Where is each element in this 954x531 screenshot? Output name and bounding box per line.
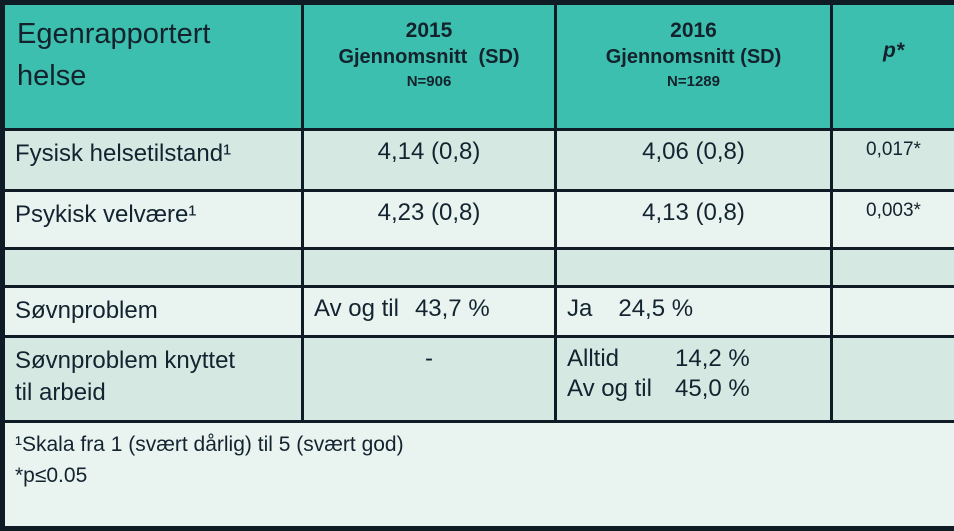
table-row-sovnproblem-arbeid: Søvnproblem knyttet til arbeid - Alltid … xyxy=(1,334,954,423)
arbeid-line2-percent: 45,0 % xyxy=(675,374,750,402)
table-title-cell: Egenrapportert helse xyxy=(1,0,304,132)
header-2015-n: N=906 xyxy=(406,73,452,91)
footnote-row: ¹Skala fra 1 (svært dårlig) til 5 (svært… xyxy=(1,419,954,531)
sovnproblem-arbeid-2016-cell: Alltid 14,2 % Av og til 45,0 % xyxy=(554,334,833,423)
table-row-psykisk: Psykisk velvære¹ 4,23 (0,8) 4,13 (0,8) 0… xyxy=(1,189,954,250)
arbeid-line1-percent: 14,2 % xyxy=(675,344,750,372)
psykisk-label-cell: Psykisk velvære¹ xyxy=(1,189,304,250)
sovnproblem-arbeid-p-cell xyxy=(830,334,954,423)
header-cell-p: p* xyxy=(830,0,954,132)
sovnproblem-p-cell xyxy=(830,285,954,338)
fysisk-label: Fysisk helsetilstand¹ xyxy=(15,140,232,168)
header-cell-2016: 2016 Gjennomsnitt (SD) N=1289 xyxy=(554,0,833,132)
sovnproblem-arbeid-2016-lines: Alltid 14,2 % Av og til 45,0 % xyxy=(567,345,822,403)
empty-cell-1 xyxy=(1,246,304,289)
table-title: Egenrapportert helse xyxy=(17,18,211,93)
psykisk-2016-cell: 4,13 (0,8) xyxy=(554,189,833,250)
header-2016-year: 2016 xyxy=(670,19,717,42)
footnote-scale: ¹Skala fra 1 (svært dårlig) til 5 (svært… xyxy=(15,432,404,456)
arbeid-line1-answer: Alltid xyxy=(567,344,620,372)
empty-cell-3 xyxy=(554,246,833,289)
header-row: Egenrapportert helse 2015 Gjennomsnitt (… xyxy=(1,0,954,132)
sovnproblem-2015-answer: Av og til xyxy=(314,295,399,323)
header-2016-n: N=1289 xyxy=(667,73,720,91)
header-2015-year: 2015 xyxy=(405,19,453,42)
header-2016-label: Gjennomsnitt (SD) xyxy=(605,46,782,69)
sovnproblem-2015-percent: 43,7 % xyxy=(414,295,490,323)
psykisk-2015-cell: 4,23 (0,8) xyxy=(301,189,557,250)
sovnproblem-2015-pair: Av og til 43,7 % xyxy=(314,295,490,323)
table-row-fysisk: Fysisk helsetilstand¹ 4,14 (0,8) 4,06 (0… xyxy=(1,128,954,193)
fysisk-2015-cell: 4,14 (0,8) xyxy=(301,128,557,193)
psykisk-label: Psykisk velvære¹ xyxy=(15,201,197,229)
sovnproblem-arbeid-label-cell: Søvnproblem knyttet til arbeid xyxy=(1,334,304,423)
table-row-sovnproblem: Søvnproblem Av og til 43,7 % Ja 24,5 % xyxy=(1,285,954,338)
empty-cell-4 xyxy=(830,246,954,289)
footnote-pvalue: *p≤0.05 xyxy=(15,464,88,488)
footnote-cell: ¹Skala fra 1 (svært dårlig) til 5 (svært… xyxy=(1,419,954,531)
arbeid-line2-answer: Av og til xyxy=(567,374,652,402)
sovnproblem-2016-cell: Ja 24,5 % xyxy=(554,285,833,338)
header-2015-label: Gjennomsnitt (SD) xyxy=(338,46,520,69)
sovnproblem-2016-percent: 24,5 % xyxy=(618,295,694,323)
header-cell-2015: 2015 Gjennomsnitt (SD) N=906 xyxy=(301,0,557,132)
sovnproblem-label: Søvnproblem xyxy=(15,297,158,325)
empty-cell-2 xyxy=(301,246,557,289)
fysisk-p-cell: 0,017* xyxy=(830,128,954,193)
empty-row xyxy=(1,246,954,289)
sovnproblem-arbeid-2015-cell: - xyxy=(301,334,557,423)
sovnproblem-label-cell: Søvnproblem xyxy=(1,285,304,338)
sovnproblem-2015-cell: Av og til 43,7 % xyxy=(301,285,557,338)
psykisk-p-cell: 0,003* xyxy=(830,189,954,250)
fysisk-2016-cell: 4,06 (0,8) xyxy=(554,128,833,193)
fysisk-label-cell: Fysisk helsetilstand¹ xyxy=(1,128,304,193)
sovnproblem-2016-pair: Ja 24,5 % xyxy=(567,295,693,323)
sovnproblem-arbeid-label: Søvnproblem knyttet til arbeid xyxy=(15,346,236,407)
p-header-label: p* xyxy=(883,39,904,62)
sovnproblem-2016-answer: Ja xyxy=(567,295,593,323)
